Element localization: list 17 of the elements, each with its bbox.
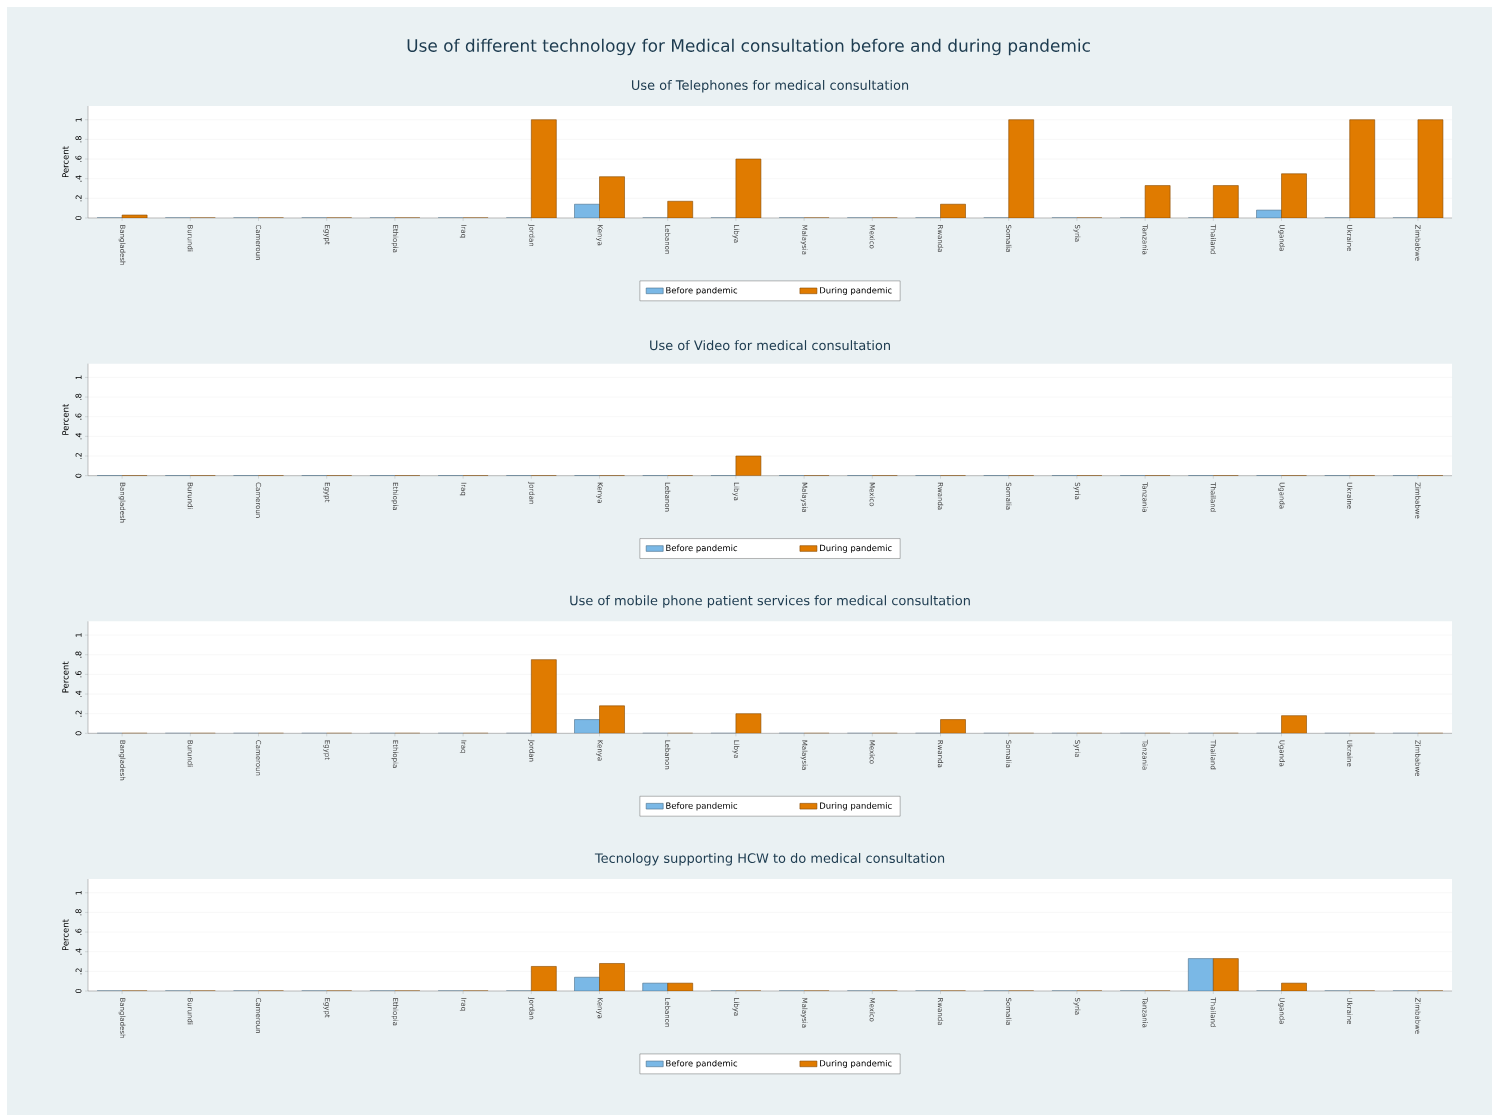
chart-title: Tecnology supporting HCW to do medical consultation [594,852,945,866]
chart-title: Use of Video for medical consultation [650,340,890,351]
legend-label: Before pandemic [666,544,738,553]
legend-label: Before pandemic [666,1059,738,1069]
chart-title: Use of different technology for Medical consultation before and during pandemic [407,38,1090,56]
y-axis-title: Percent [62,661,69,693]
legend-label: During pandemic [820,544,892,553]
chart-title: Use of mobile phone patient services for medical consultation [570,595,970,608]
legend-label: During pandemic [820,1059,892,1069]
legend-label: Before pandemic [666,802,738,811]
legend-label: During pandemic [820,802,892,811]
y-axis-title: Percent [62,146,69,178]
y-axis-title: Percent [62,919,69,951]
chart-subtitle: Use of Telephones for medical consultation [632,79,909,93]
y-axis-title: Percent [62,403,69,435]
legend-label: Before pandemic [666,286,738,296]
legend-label: During pandemic [820,286,892,296]
